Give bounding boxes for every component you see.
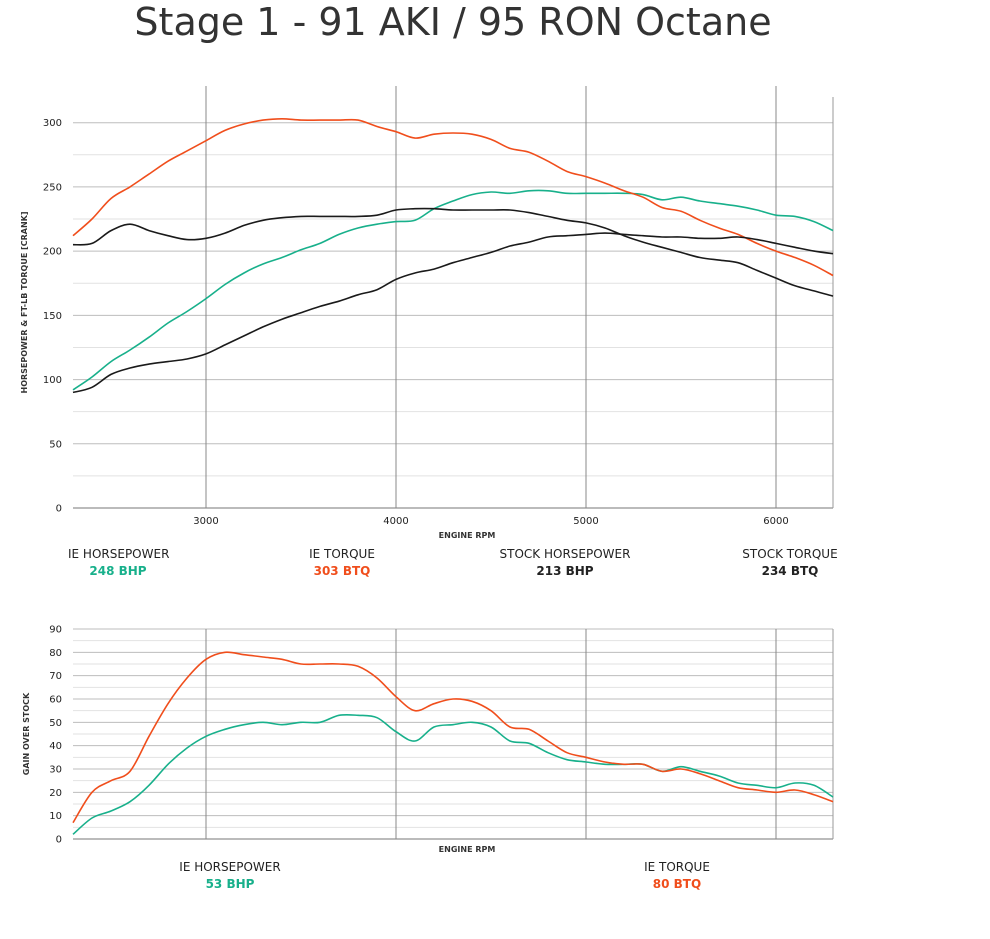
y-tick-label: 300	[43, 118, 62, 129]
y-tick-label: 10	[49, 811, 62, 822]
y-tick-label: 0	[56, 504, 62, 515]
y-axis-label: GAIN OVER STOCK	[22, 692, 31, 775]
legend-ie-torque-label: IE TORQUE	[309, 547, 375, 561]
chart-1: 0 50 100 150 200 250 300 3000 4000 5000 6000 ENGINE…	[20, 86, 834, 540]
legend-ie-horsepower-value: 248 BHP	[89, 564, 147, 578]
x-tick-label: 3000	[193, 516, 218, 527]
y-tick-label: 50	[49, 718, 62, 729]
legend-ie-torque-value: 303 BTQ	[313, 564, 371, 578]
y-tick-label: 70	[49, 671, 62, 682]
y-tick-label: 20	[49, 788, 62, 799]
y-axis-label: HORSEPOWER & FT-LB TORQUE [CRANK]	[20, 212, 29, 394]
y-tick-label: 30	[49, 765, 62, 776]
y-tick-label: 60	[49, 695, 62, 706]
y-tick-label: 40	[49, 741, 62, 752]
legend-stock-horsepower-label: STOCK HORSEPOWER	[499, 547, 631, 561]
legend-stock-horsepower-value: 213 BHP	[536, 564, 594, 578]
gain-legend-ie-torque-value: 80 BTQ	[652, 877, 702, 891]
series-ie-torque-line	[72, 651, 834, 824]
y-tick-label: 80	[49, 648, 62, 659]
gain-legend-ie-horsepower-value: 53 BHP	[205, 877, 255, 891]
series-ie-torque-line	[72, 118, 834, 277]
x-tick-label: 5000	[573, 516, 598, 527]
x-axis-label: ENGINE RPM	[439, 845, 496, 854]
y-tick-label: 200	[43, 247, 62, 258]
series-stock-torque-line	[72, 207, 834, 297]
gain-legend-ie-torque-label: IE TORQUE	[644, 860, 710, 874]
y-tick-label: 90	[49, 625, 62, 636]
y-tick-label: 50	[49, 439, 62, 450]
y-tick-label: 150	[43, 311, 62, 322]
series-stock-horsepower-line	[72, 232, 834, 394]
y-tick-label: 100	[43, 375, 62, 386]
x-axis-label: ENGINE RPM	[439, 531, 496, 540]
legend-ie-horsepower-label: IE HORSEPOWER	[68, 547, 170, 561]
page-title: Stage 1 - 91 AKI / 95 RON Octane	[134, 0, 772, 44]
series-ie-horsepower-line	[72, 189, 834, 391]
y-tick-label: 0	[56, 835, 62, 846]
gain-legend-ie-horsepower-label: IE HORSEPOWER	[179, 860, 281, 874]
chart-2: 0 10 20 30 40 50 60 70 80 90 ENGINE RPM GAIN OVER S…	[22, 625, 834, 854]
legend-stock-torque-label: STOCK TORQUE	[742, 547, 838, 561]
x-tick-label: 4000	[383, 516, 408, 527]
series-ie-horsepower-line	[72, 713, 834, 835]
x-tick-label: 6000	[763, 516, 788, 527]
legend-stock-torque-value: 234 BTQ	[761, 564, 819, 578]
y-tick-label: 250	[43, 182, 62, 193]
